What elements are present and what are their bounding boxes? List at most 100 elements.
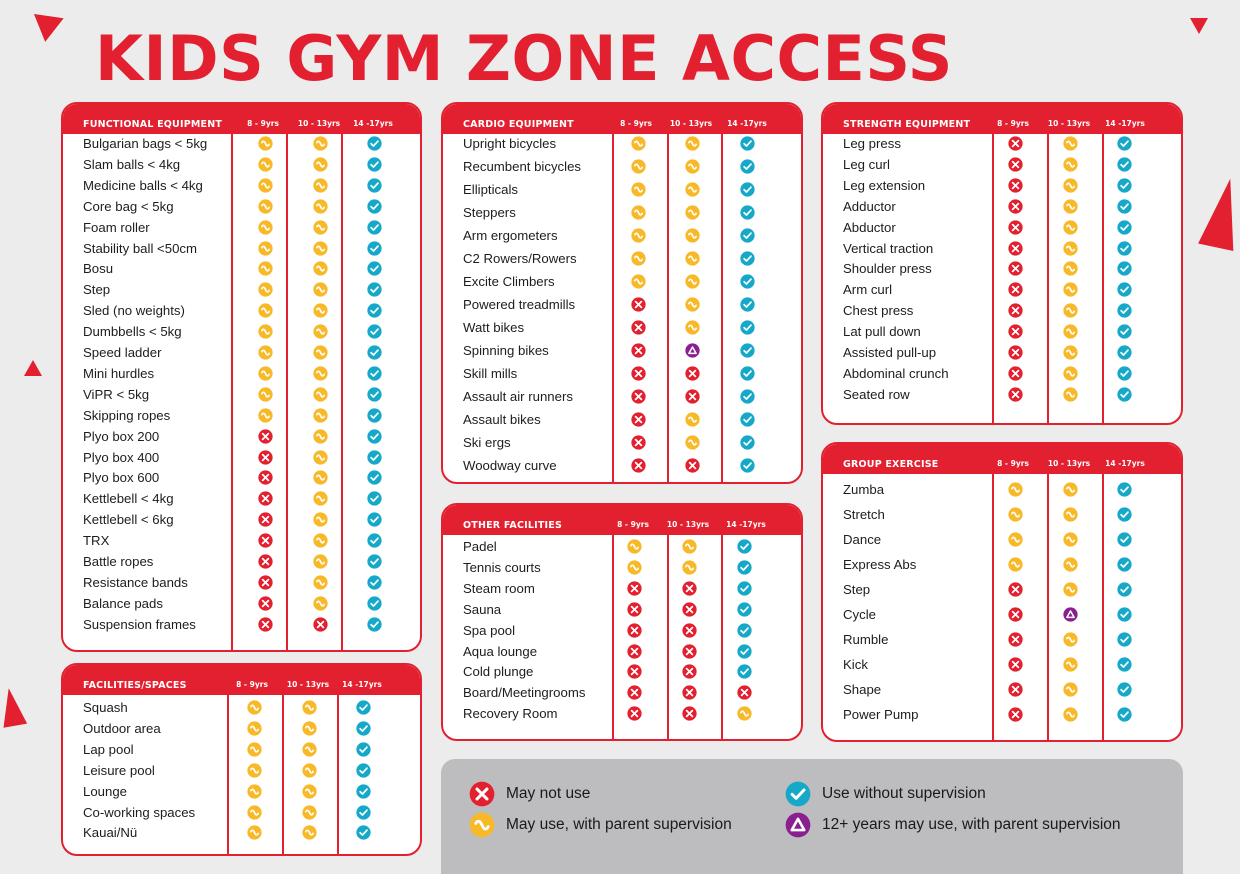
row-label: Ellipticals [463, 182, 518, 197]
supervised-icon [312, 345, 328, 360]
supervised-icon [246, 721, 262, 736]
panel-header: FACILITIES/SPACES 8 - 9yrs 10 - 13yrs 14 -1… [63, 665, 420, 695]
allowed-icon [736, 581, 752, 596]
allowed-icon [739, 136, 755, 151]
table-row: Dumbbells < 5kg [63, 322, 420, 342]
panel-title: CARDIO EQUIPMENT [463, 119, 574, 130]
row-label: Assault bikes [463, 412, 541, 427]
allowed-icon [1116, 582, 1132, 597]
allowed-icon [366, 533, 382, 548]
table-row: Aqua lounge [443, 642, 801, 662]
table-row: Watt bikes [443, 318, 801, 338]
row-label: Cycle [843, 607, 876, 622]
column-divider [612, 134, 614, 482]
allowed-icon [785, 781, 811, 807]
table-row: Spinning bikes [443, 341, 801, 361]
supervised-icon [312, 303, 328, 318]
panel-body: Leg press Leg curl Leg extension Adductor Ab… [823, 134, 1181, 423]
row-label: Arm ergometers [463, 228, 558, 243]
supervised-icon [312, 178, 328, 193]
allowed-icon [1116, 219, 1132, 235]
column-divider [337, 695, 339, 854]
row-label: Adductor [843, 198, 896, 214]
supervised-icon [312, 219, 328, 235]
supervised-icon [257, 261, 273, 277]
age-header: 8 - 9yrs [236, 680, 268, 689]
supervised-icon [630, 205, 646, 220]
no-icon [257, 428, 273, 444]
supervised-icon [312, 366, 328, 381]
table-row: Steam room [443, 579, 801, 599]
allowed-icon [1116, 157, 1132, 172]
panel-strength: STRENGTH EQUIPMENT 8 - 9yrs 10 - 13yrs 14 -… [821, 102, 1183, 425]
supervised-icon [312, 240, 328, 256]
supervised-icon [681, 560, 697, 575]
supervised-icon [684, 205, 700, 220]
allowed-icon [366, 303, 382, 318]
allowed-icon [366, 470, 382, 486]
row-label: Stability ball <50cm [83, 240, 197, 256]
supervised-icon [681, 539, 697, 554]
supervised-icon [301, 742, 317, 757]
row-label: C2 Rowers/Rowers [463, 251, 577, 266]
panel-body: Zumba Stretch Dance Express Abs Step Cycle Rum… [823, 474, 1181, 740]
panel-header: GROUP EXERCISE 8 - 9yrs 10 - 13yrs 14 -17yr… [823, 444, 1181, 474]
no-icon [681, 581, 697, 596]
supervised-icon [1062, 482, 1078, 497]
row-label: Aqua lounge [463, 643, 538, 659]
allowed-icon [1116, 261, 1132, 277]
allowed-icon [1116, 345, 1132, 360]
allowed-icon [1116, 482, 1132, 497]
teen-supervised-icon [785, 812, 811, 838]
allowed-icon [736, 643, 752, 659]
supervised-icon [630, 228, 646, 243]
table-row: Spa pool [443, 621, 801, 641]
table-row: Adductor [823, 197, 1181, 217]
allowed-icon [366, 157, 382, 172]
row-label: Slam balls < 4kg [83, 156, 181, 172]
teen-supervised-icon [684, 343, 700, 358]
age-header: 14 -17yrs [727, 119, 767, 128]
supervised-icon [1062, 199, 1078, 214]
panel-body: Bulgarian bags < 5kg Slam balls < 4kg Medi… [63, 134, 420, 650]
row-label: Dance [843, 532, 882, 547]
table-row: C2 Rowers/Rowers [443, 249, 801, 269]
allowed-icon [366, 240, 382, 256]
allowed-icon [1116, 707, 1132, 722]
column-divider [1102, 134, 1104, 423]
table-row: Recovery Room [443, 704, 801, 724]
allowed-icon [366, 345, 382, 360]
row-label: Lap pool [83, 741, 134, 757]
table-row: Abductor [823, 218, 1181, 238]
table-row: Resistance bands [63, 573, 420, 593]
no-icon [736, 685, 752, 700]
legend-label: 12+ years may use, with parent supervisi… [822, 816, 1121, 833]
allowed-icon [739, 274, 755, 289]
supervised-icon [301, 825, 317, 841]
supervised-icon [630, 136, 646, 151]
supervised-icon [246, 804, 262, 820]
allowed-icon [739, 159, 755, 174]
supervised-icon [301, 700, 317, 715]
no-icon [1007, 582, 1023, 597]
no-icon [630, 320, 646, 335]
row-label: Kauai/Nü [83, 825, 138, 841]
row-label: Lat pull down [843, 324, 921, 340]
supervised-icon [312, 324, 328, 339]
supervised-icon [736, 706, 752, 721]
supervised-icon [1062, 682, 1078, 697]
supervised-icon [301, 721, 317, 736]
table-row: Woodway curve [443, 456, 801, 476]
allowed-icon [1116, 303, 1132, 318]
table-row: Zumba [823, 480, 1181, 500]
table-row: Shape [823, 680, 1181, 700]
no-icon [1007, 387, 1023, 402]
allowed-icon [1116, 136, 1132, 151]
supervised-icon [246, 700, 262, 715]
row-label: Medicine balls < 4kg [83, 177, 203, 193]
table-row: Plyo box 400 [63, 448, 420, 468]
row-label: Lounge [83, 783, 128, 799]
age-header: 8 - 9yrs [617, 520, 649, 529]
allowed-icon [739, 205, 755, 220]
table-row: Outdoor area [63, 719, 420, 739]
